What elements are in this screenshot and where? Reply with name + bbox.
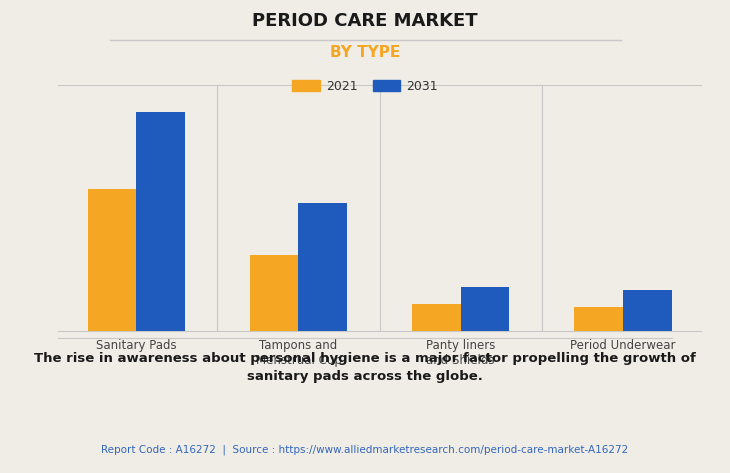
Text: BY TYPE: BY TYPE [330, 45, 400, 60]
Bar [137, 113, 185, 331]
Text: The rise in awareness about personal hygiene is a major factor propelling the gr: The rise in awareness about personal hyg… [34, 352, 696, 384]
Bar [623, 290, 672, 331]
Bar [412, 304, 461, 331]
Text: PERIOD CARE MARKET: PERIOD CARE MARKET [252, 12, 478, 30]
Bar [88, 189, 137, 331]
Bar [461, 288, 510, 331]
Bar [575, 307, 623, 331]
Bar [250, 254, 299, 331]
Bar [299, 202, 347, 331]
Legend: 2021, 2031: 2021, 2031 [287, 75, 443, 98]
Text: Report Code : A16272  |  Source : https://www.alliedmarketresearch.com/period-ca: Report Code : A16272 | Source : https://… [101, 445, 629, 455]
